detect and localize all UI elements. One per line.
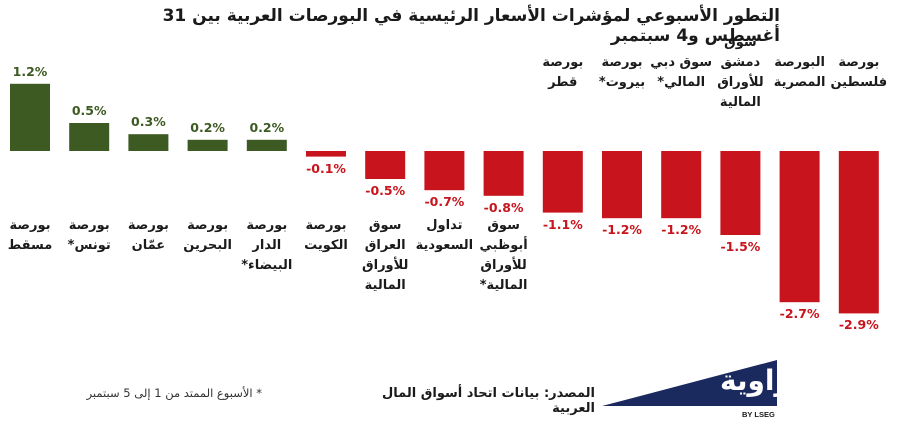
bar — [187, 139, 228, 151]
bar — [365, 151, 406, 179]
value-label: -1.2% — [661, 222, 702, 238]
bar-chart — [10, 83, 879, 314]
value-label: 1.2% — [12, 63, 48, 79]
category-label: سوق أبوظبي للأوراق المالية* — [479, 218, 528, 293]
bar — [306, 151, 346, 157]
value-label: -2.7% — [779, 306, 820, 322]
category-label: بورصة عمّان — [127, 218, 169, 253]
bar — [69, 123, 110, 151]
value-label: -1.5% — [720, 239, 761, 254]
source-note: المصدر: بيانات اتحاد أسواق المال العربية — [382, 386, 595, 416]
category-label: بورصة البحرين — [183, 218, 232, 253]
value-label: -0.8% — [483, 199, 524, 215]
bar — [838, 151, 879, 314]
zawya-logo: زاوية BY LSEG — [602, 360, 791, 419]
category-label: بورصة مسقط — [7, 218, 53, 253]
bar — [483, 151, 524, 196]
chart-title: التطور الأسبوعي لمؤشرات الأسعار الرئيسية… — [162, 6, 780, 46]
category-label: بورصة فلسطين — [830, 55, 888, 90]
value-label: -2.9% — [838, 317, 879, 333]
value-label: -1.2% — [602, 222, 642, 238]
category-label: بورصة الكويت — [304, 218, 348, 253]
category-label: بورصة قطر — [542, 55, 584, 90]
bar — [10, 83, 50, 151]
logo-subtitle: BY LSEG — [742, 410, 775, 419]
category-label: سوق العراق للأوراق المالية — [361, 218, 409, 293]
bar — [779, 151, 820, 303]
value-label: 0.2% — [249, 119, 285, 135]
value-label: 0.3% — [131, 114, 166, 130]
category-label: سوق دبي المالي* — [650, 55, 713, 90]
value-label: -0.7% — [424, 194, 465, 210]
bar — [602, 151, 642, 219]
category-label: بورصة الدار البيضاء* — [241, 218, 293, 273]
bar — [542, 151, 583, 213]
category-label: بورصة تونس* — [67, 218, 111, 253]
value-label: -0.1% — [306, 160, 346, 176]
value-label: -1.1% — [542, 216, 583, 232]
bar — [424, 151, 465, 191]
category-label: البورصة المصرية — [773, 55, 826, 90]
value-label: -0.5% — [365, 183, 406, 198]
bar — [128, 134, 169, 151]
bar — [661, 151, 702, 219]
category-label: سوق دمشق للأوراق المالية — [717, 35, 764, 110]
category-label: تداول السعودية — [415, 218, 474, 253]
logo-text: زاوية — [720, 364, 791, 397]
value-label: 0.5% — [71, 103, 107, 118]
category-label: بورصة بيروت* — [598, 55, 646, 90]
bar — [246, 139, 287, 151]
footnote: * الأسبوع الممتد من 1 إلى 5 سبتمبر — [86, 386, 262, 400]
value-label: 0.2% — [190, 119, 225, 135]
bar — [720, 151, 761, 235]
